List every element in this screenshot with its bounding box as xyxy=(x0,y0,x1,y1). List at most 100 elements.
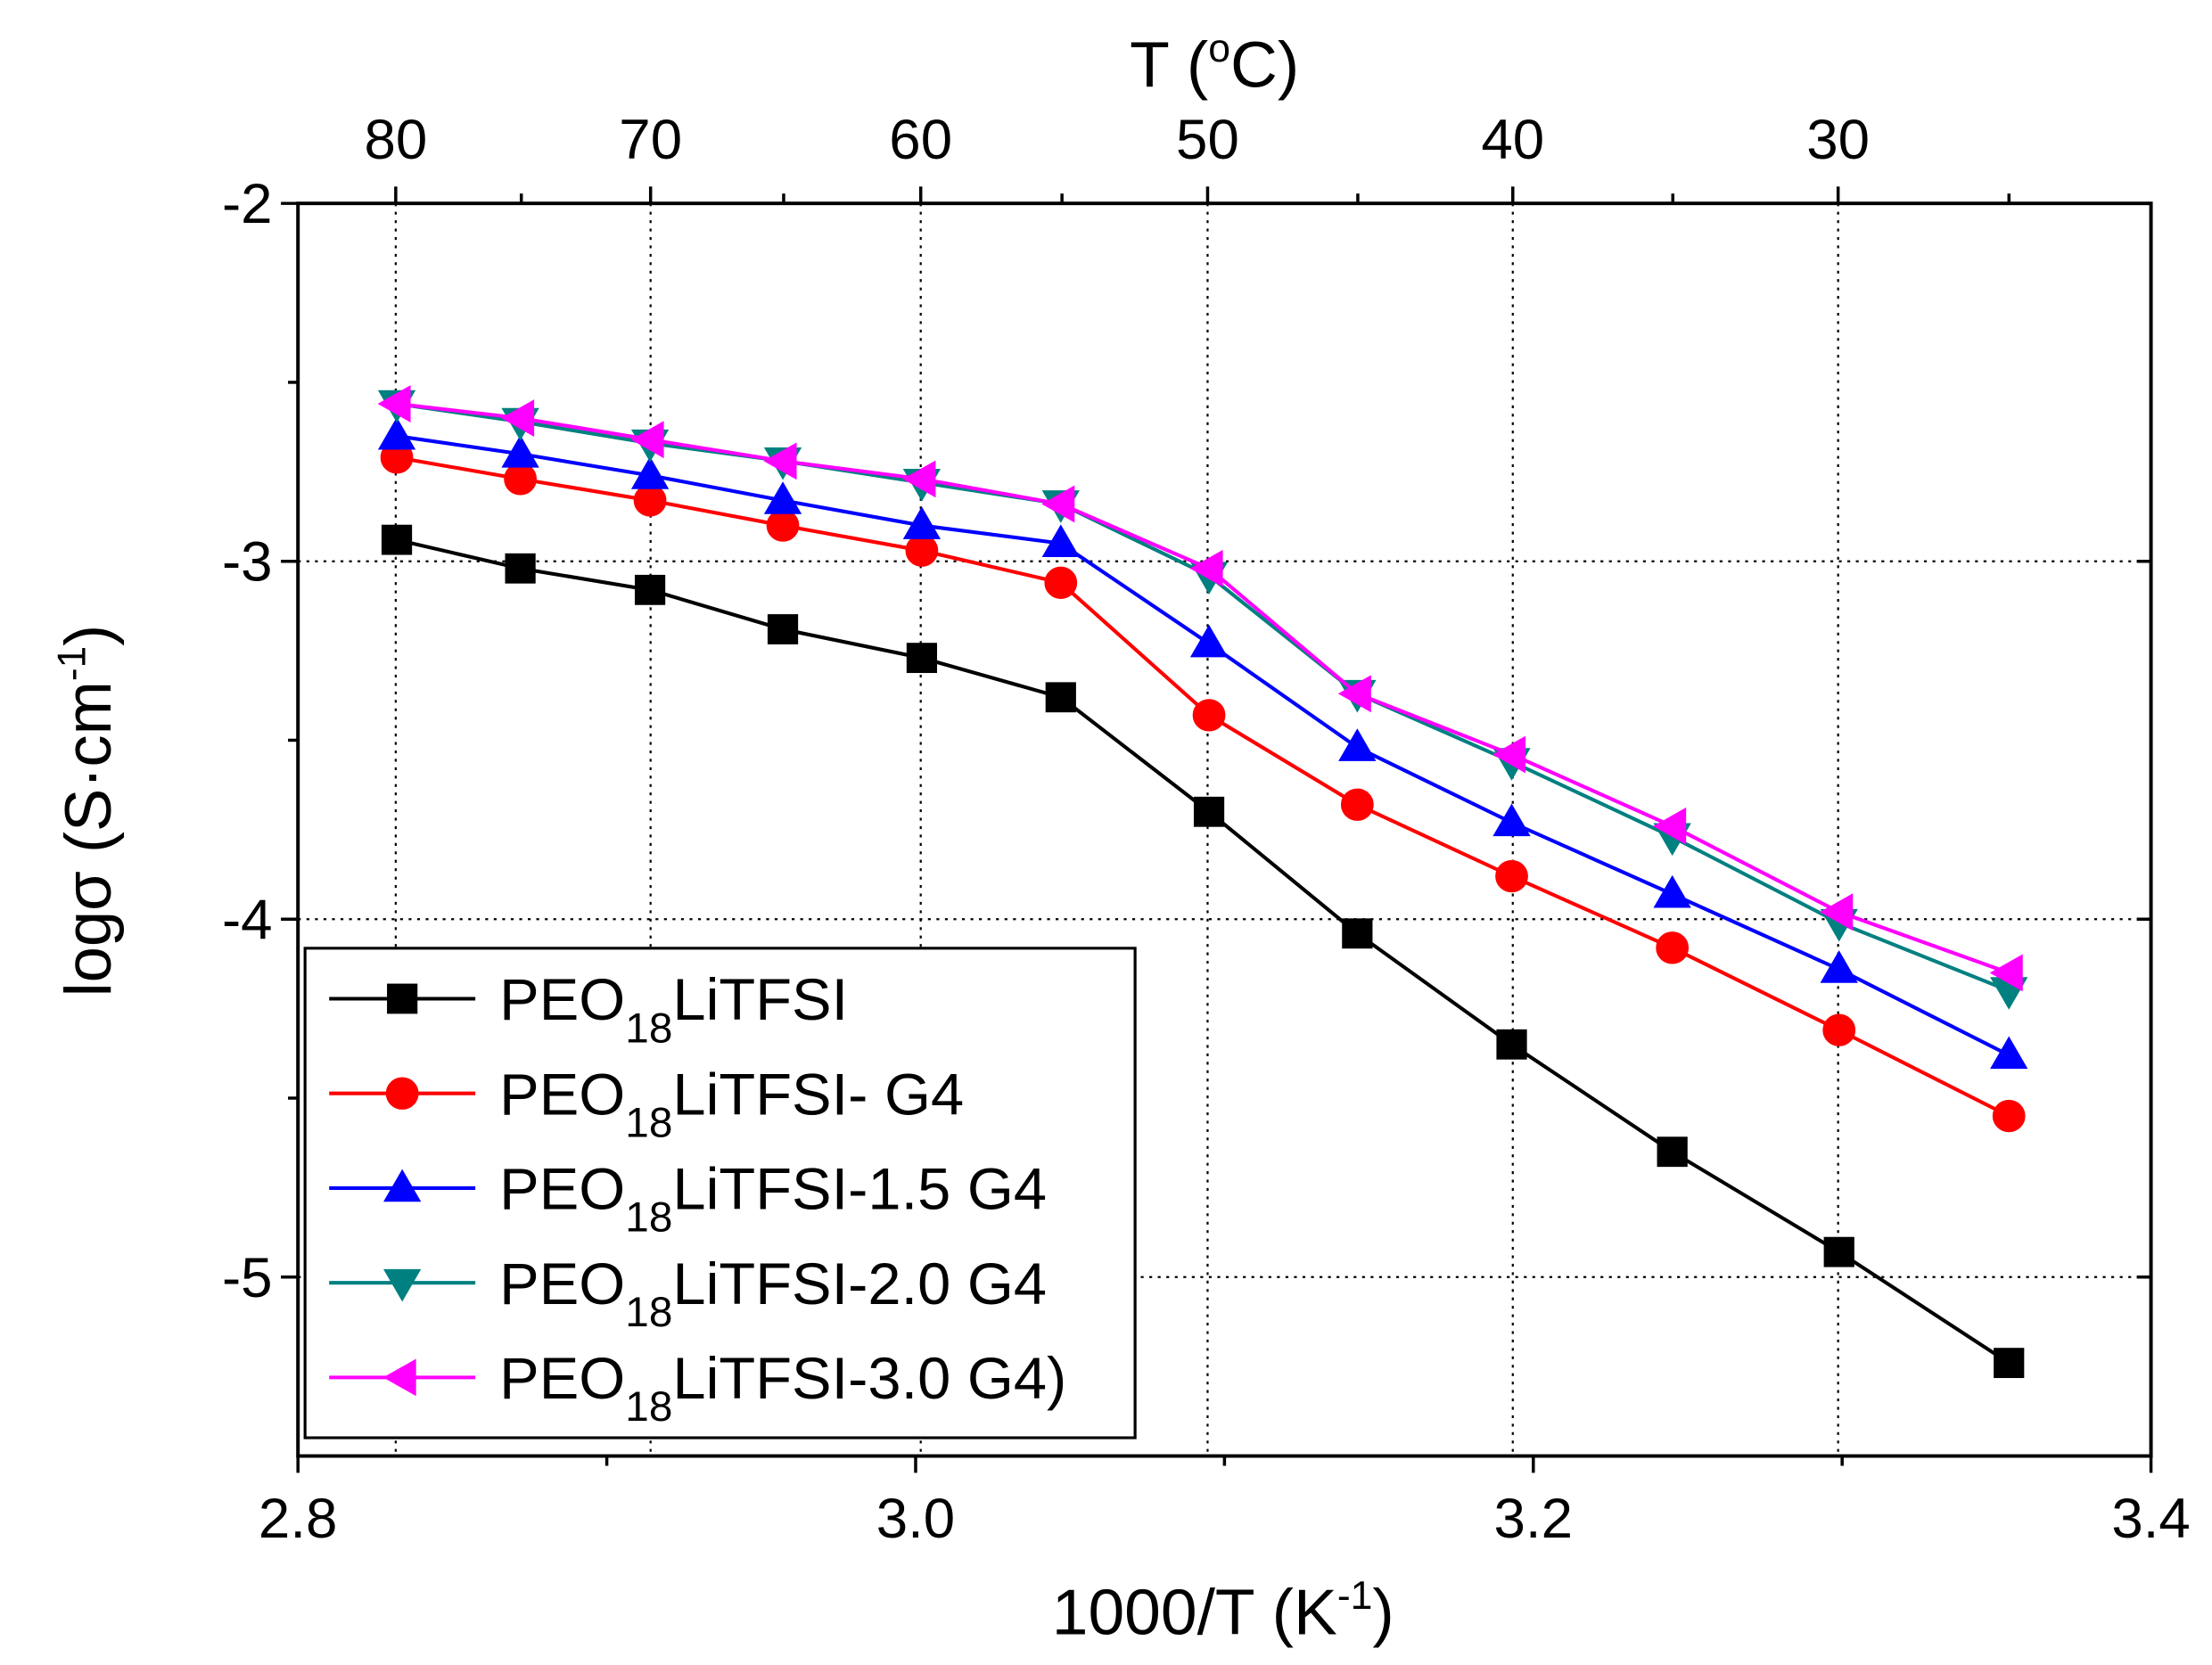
legend-label-rest: LiTFSI-2.0 G4 xyxy=(672,1251,1047,1317)
legend-entry-0: PEO18LiTFSI xyxy=(329,967,848,1052)
legend-marker-0 xyxy=(387,983,418,1014)
series-4-point-1 xyxy=(501,399,535,438)
x-tick-label: 3.4 xyxy=(2111,1488,2190,1550)
legend-box xyxy=(303,947,1137,1439)
x-axis-title-superscript: -1 xyxy=(1337,1574,1373,1618)
x-tick-label: 3.0 xyxy=(876,1488,955,1550)
legend-label-main: PEO xyxy=(499,1157,625,1223)
series-3-line xyxy=(396,402,2011,993)
series-4-point-5 xyxy=(1041,485,1075,523)
x-axis-title-main: 1000/T (K xyxy=(1052,1577,1337,1649)
top-axis-title: T (oC) xyxy=(1130,27,1299,101)
series-2-point-10 xyxy=(1820,950,1858,983)
series-4-point-11 xyxy=(1989,954,2023,992)
legend-marker-1 xyxy=(385,1077,419,1110)
legend-label-main: PEO xyxy=(499,1062,625,1128)
series-2-point-0 xyxy=(377,416,416,450)
series-1-point-10 xyxy=(1822,1013,1856,1046)
legend-label-rest: LiTFSI-3.0 G4) xyxy=(672,1346,1066,1412)
series-1-point-4 xyxy=(905,534,939,567)
legend-label-main: PEO xyxy=(499,967,625,1033)
top-tick-label: 30 xyxy=(1806,109,1870,171)
series-2-point-5 xyxy=(1041,524,1080,557)
y-axis-title-main: logσ (S·cm xyxy=(53,681,125,997)
series-4-point-0 xyxy=(377,385,411,422)
series-0-point-6 xyxy=(1193,796,1225,827)
series-4-point-3 xyxy=(763,442,797,480)
legend-marker-4 xyxy=(382,1358,416,1397)
series-0-point-9 xyxy=(1657,1136,1688,1168)
top-tick-label: 80 xyxy=(364,109,427,171)
series-2-point-6 xyxy=(1189,624,1229,658)
series-1-point-5 xyxy=(1044,566,1078,599)
top-tick-label: 60 xyxy=(889,109,952,171)
series-0-point-8 xyxy=(1496,1029,1527,1060)
legend-label-1: PEO18LiTFSI- G4 xyxy=(499,1062,964,1147)
series-2-point-1 xyxy=(501,434,539,468)
series-1-point-9 xyxy=(1656,931,1690,964)
series-4-point-8 xyxy=(1492,735,1526,774)
y-tick-label: -3 xyxy=(222,531,273,594)
x-axis-title: 1000/T (K-1) xyxy=(1052,1574,1394,1648)
series-4-line xyxy=(396,402,2010,975)
tick-labels: 2.8 3.0 3.2 3.4 -2 -3 -4 -5 80 70 60 50 40 30 xyxy=(222,109,2191,1550)
top-axis-title-main: T ( xyxy=(1130,29,1208,102)
series-2-point-2 xyxy=(630,456,670,489)
series-1-point-7 xyxy=(1340,788,1374,821)
series-2 xyxy=(377,416,2028,1070)
series-layer xyxy=(377,385,2028,1379)
legend-entry-3: PEO18LiTFSI-2.0 G4 xyxy=(329,1251,1047,1336)
series-1-point-1 xyxy=(504,463,537,496)
y-tick-label: -5 xyxy=(222,1247,273,1309)
legend-label-rest: LiTFSI- G4 xyxy=(672,1062,964,1128)
legend-entry-4: PEO18LiTFSI-3.0 G4) xyxy=(329,1346,1066,1431)
series-4-point-2 xyxy=(630,421,664,459)
series-2-point-11 xyxy=(1990,1036,2028,1070)
legend-marker-3 xyxy=(383,1268,422,1302)
series-0-point-0 xyxy=(381,524,413,555)
series-0-point-1 xyxy=(505,553,536,584)
series-0-point-2 xyxy=(634,574,666,605)
legend-marker-2 xyxy=(383,1169,422,1202)
legend-label-3: PEO18LiTFSI-2.0 G4 xyxy=(499,1251,1047,1336)
x-tick-label: 3.2 xyxy=(1494,1488,1573,1550)
series-2-point-9 xyxy=(1653,874,1691,908)
series-1 xyxy=(380,441,2026,1133)
legend-label-main: PEO xyxy=(499,1346,625,1412)
legend-label-rest: LiTFSI-1.5 G4 xyxy=(672,1157,1047,1223)
top-tick-label: 70 xyxy=(619,109,682,171)
series-0-point-11 xyxy=(1994,1348,2025,1379)
top-axis-title-end: C) xyxy=(1230,29,1299,102)
y-tick-label: -2 xyxy=(222,174,273,236)
series-1-point-11 xyxy=(1992,1099,2026,1133)
series-0-point-4 xyxy=(906,643,938,674)
y-axis-title-superscript: -1 xyxy=(50,646,94,681)
top-tick-label: 40 xyxy=(1481,109,1544,171)
legend-label-subscript: 18 xyxy=(625,1005,672,1053)
series-2-point-7 xyxy=(1338,728,1377,761)
series-4-point-10 xyxy=(1820,893,1854,931)
series-1-point-2 xyxy=(633,484,667,517)
series-2-point-4 xyxy=(902,506,942,539)
series-0-point-7 xyxy=(1342,918,1373,949)
plot-frame xyxy=(296,201,2153,1458)
legend-label-4: PEO18LiTFSI-3.0 G4) xyxy=(499,1346,1066,1431)
legend-label-main: PEO xyxy=(499,1251,625,1317)
series-2-point-8 xyxy=(1492,803,1531,837)
series-0-point-3 xyxy=(767,614,799,644)
legend-entry-2: PEO18LiTFSI-1.5 G4 xyxy=(329,1157,1047,1242)
series-1-point-8 xyxy=(1495,859,1528,893)
legend-entry-1: PEO18LiTFSI- G4 xyxy=(329,1062,964,1147)
series-4-point-7 xyxy=(1337,675,1371,713)
series-0-point-10 xyxy=(1823,1236,1854,1267)
legend-label-2: PEO18LiTFSI-1.5 G4 xyxy=(499,1157,1047,1242)
series-4-point-6 xyxy=(1189,549,1223,587)
series-4 xyxy=(377,385,2023,992)
series-1-line xyxy=(396,455,2011,1118)
series-0-line xyxy=(396,537,2011,1365)
series-1-point-3 xyxy=(766,509,800,542)
series-1-point-6 xyxy=(1192,699,1226,732)
series-4-point-9 xyxy=(1653,807,1687,845)
